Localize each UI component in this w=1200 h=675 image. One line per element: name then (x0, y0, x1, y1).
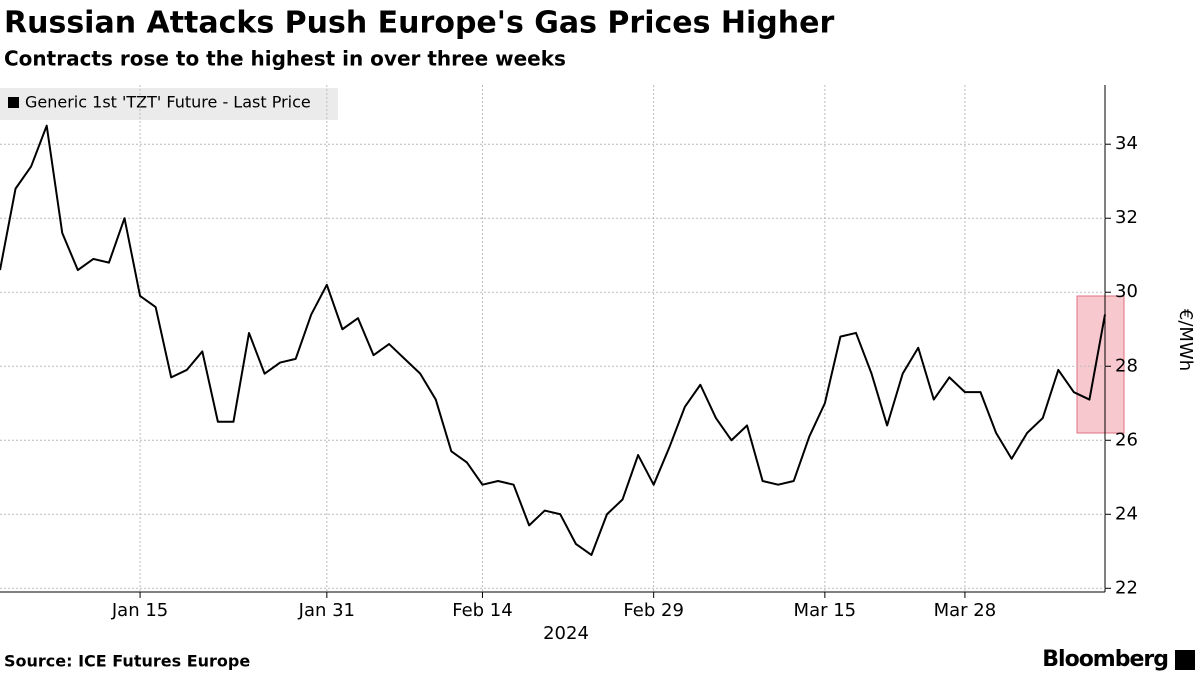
x-tick-label: Mar 28 (934, 600, 997, 621)
legend-swatch (8, 97, 19, 108)
legend-label: Generic 1st 'TZT' Future - Last Price (25, 93, 311, 112)
chart-subtitle: Contracts rose to the highest in over th… (4, 47, 566, 71)
x-tick-label: Feb 29 (623, 600, 684, 621)
x-tick-label: Jan 15 (111, 600, 168, 621)
y-tick-label: 30 (1115, 281, 1138, 302)
chart-title: Russian Attacks Push Europe's Gas Prices… (4, 6, 834, 41)
x-tick-label: Jan 31 (298, 600, 355, 621)
y-tick-label: 24 (1115, 503, 1138, 524)
y-tick-label: 28 (1115, 355, 1138, 376)
y-tick-label: 32 (1115, 207, 1138, 228)
x-tick-label: Feb 14 (452, 600, 513, 621)
y-axis-label: €/MWh (1175, 309, 1196, 371)
y-tick-label: 26 (1115, 429, 1138, 450)
brand-icon (1175, 650, 1195, 670)
y-tick-label: 34 (1115, 133, 1138, 154)
source: Source: ICE Futures Europe (4, 652, 250, 671)
line-series (0, 124, 1106, 556)
x-tick-label: Mar 15 (794, 600, 857, 621)
brand: Bloomberg (1042, 647, 1168, 672)
highlight-box (1076, 295, 1125, 434)
y-tick-label: 22 (1115, 577, 1138, 598)
x-axis-label: 2024 (543, 623, 589, 644)
legend-box (0, 88, 338, 120)
